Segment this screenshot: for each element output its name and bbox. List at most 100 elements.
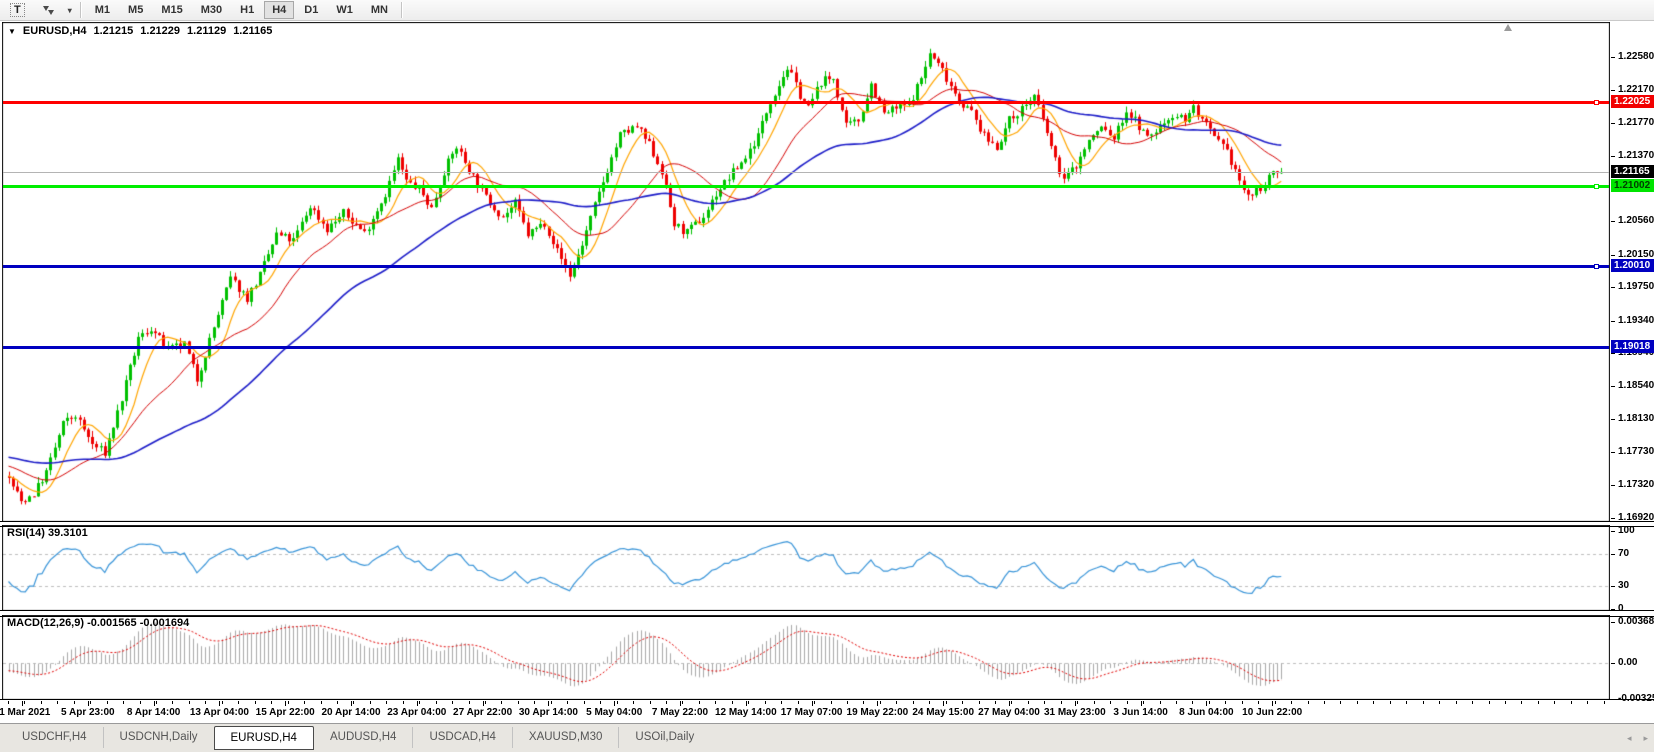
resistance-line[interactable] [3, 101, 1609, 105]
time-minor-tick [386, 701, 387, 704]
tab-scroll-left-icon[interactable]: ◂ [1626, 733, 1632, 743]
time-minor-tick [1472, 701, 1473, 704]
panel-splitter[interactable] [0, 521, 1654, 527]
macd-panel-canvas[interactable] [2, 615, 1610, 700]
rsi-panel-canvas[interactable] [2, 525, 1610, 611]
time-minor-tick [1340, 701, 1341, 704]
chart-high-value: 1.21229 [140, 25, 181, 37]
chart-menu-icon[interactable]: ▼ [8, 26, 16, 36]
time-minor-tick [337, 701, 338, 704]
time-minor-tick [650, 701, 651, 704]
rsi-value: 39.3101 [47, 527, 88, 539]
time-minor-tick [469, 701, 470, 704]
support-line-near-handle[interactable] [1594, 183, 1599, 189]
price-tick-label: 1.18130 [1610, 412, 1654, 426]
chart-symbol-period: EURUSD,H4 [22, 25, 87, 37]
symbols-tool-button[interactable] [34, 1, 63, 19]
time-minor-tick [1571, 701, 1572, 704]
time-minor-tick [699, 701, 700, 704]
chart-window: ▼ EURUSD,H4 1.21215 1.21229 1.21129 1.21… [0, 21, 1654, 723]
price-chart-canvas[interactable] [2, 22, 1610, 522]
timeframe-button-mn[interactable]: MN [363, 1, 396, 19]
time-minor-tick [551, 701, 552, 704]
price-tick-label: 1.17730 [1610, 445, 1654, 459]
time-axis-label: 13 Apr 04:00 [189, 707, 249, 718]
time-minor-tick [666, 701, 667, 704]
resistance-line-handle[interactable] [1594, 100, 1599, 106]
tab-scroll-right-icon[interactable]: ▸ [1643, 733, 1648, 743]
time-major-tick [614, 701, 615, 706]
rsi-indicator-label: RSI(14) 39.3101 [7, 527, 88, 539]
time-minor-tick [847, 701, 848, 704]
time-minor-tick [452, 701, 453, 704]
time-axis-label: 27 Apr 22:00 [453, 707, 513, 718]
chart-title: ▼ EURUSD,H4 1.21215 1.21229 1.21129 1.21… [8, 25, 272, 37]
support-line-far-price-badge: 1.19018 [1611, 340, 1654, 354]
panel-splitter[interactable] [0, 610, 1654, 617]
support-line-far[interactable] [3, 346, 1609, 350]
time-minor-tick [1604, 701, 1605, 704]
time-minor-tick [1209, 701, 1210, 704]
text-tool-button[interactable]: T [3, 1, 32, 19]
time-major-tick [219, 701, 220, 706]
timeframe-button-d1[interactable]: D1 [296, 1, 326, 19]
time-major-tick [1141, 701, 1142, 706]
time-minor-tick [205, 701, 206, 704]
time-minor-tick [24, 701, 25, 704]
time-minor-tick [1242, 701, 1243, 704]
timeframe-button-h4[interactable]: H4 [264, 1, 295, 19]
chart-shift-marker[interactable] [1504, 24, 1512, 31]
timeframe-button-m1[interactable]: M1 [87, 1, 118, 19]
time-minor-tick [1308, 701, 1309, 704]
support-line-near-price-badge: 1.21002 [1611, 178, 1654, 192]
panel-bottom-border [0, 699, 1654, 700]
time-minor-tick [1028, 701, 1029, 704]
support-line-mid[interactable] [3, 265, 1609, 269]
time-minor-tick [90, 701, 91, 704]
timeframe-button-m5[interactable]: M5 [120, 1, 151, 19]
timeframe-button-m15[interactable]: M15 [153, 1, 190, 19]
chart-tab-usdcad-h4[interactable]: USDCAD,H4 [412, 727, 511, 748]
time-minor-tick [123, 701, 124, 704]
price-tick-label: 1.21370 [1610, 149, 1654, 163]
time-minor-tick [1521, 701, 1522, 704]
chart-tab-usdchf-h4[interactable]: USDCHF,H4 [22, 731, 87, 743]
timeframe-button-m30[interactable]: M30 [193, 1, 230, 19]
toolbar: T ▾ M1 M5 M15 M30 H1 H4 D1 W1 MN [0, 0, 1654, 21]
chart-tab-eurusd-h4[interactable]: EURUSD,H4 [213, 726, 314, 750]
time-minor-tick [946, 701, 947, 704]
time-major-tick [1075, 701, 1076, 706]
time-axis-label: 10 Jun 22:00 [1242, 707, 1303, 718]
time-minor-tick [567, 701, 568, 704]
time-minor-tick [189, 701, 190, 704]
time-minor-tick [1587, 701, 1588, 704]
time-minor-tick [913, 701, 914, 704]
support-line-mid-price-badge: 1.20010 [1611, 259, 1654, 273]
chart-tab-xauusd-m30[interactable]: XAUUSD,M30 [511, 727, 619, 748]
price-tick-label: 1.19750 [1610, 280, 1654, 294]
time-minor-tick [962, 701, 963, 704]
time-minor-tick [814, 701, 815, 704]
time-major-tick [88, 701, 89, 706]
time-major-tick [746, 701, 747, 706]
time-minor-tick [1406, 701, 1407, 704]
time-minor-tick [1176, 701, 1177, 704]
symbols-dropdown-button[interactable]: ▾ [65, 1, 75, 19]
current-price-badge: 1.21165 [1611, 165, 1654, 179]
chart-tab-usdcnh-daily[interactable]: USDCNH,Daily [102, 727, 214, 748]
support-line-near[interactable] [3, 184, 1609, 188]
macd-name: MACD(12,26,9) [7, 617, 85, 629]
time-minor-tick [1044, 701, 1045, 704]
timeframe-button-h1[interactable]: H1 [232, 1, 262, 19]
time-minor-tick [1061, 701, 1062, 704]
time-major-tick [877, 701, 878, 706]
time-minor-tick [57, 701, 58, 704]
time-axis-label: 30 Apr 14:00 [518, 707, 578, 718]
chart-tab-usoil-daily[interactable]: USOil,Daily [618, 727, 710, 748]
time-major-tick [1272, 701, 1273, 706]
time-minor-tick [798, 701, 799, 704]
timeframe-button-w1[interactable]: W1 [328, 1, 361, 19]
support-line-mid-handle[interactable] [1594, 264, 1599, 270]
chart-tab-audusd-h4[interactable]: AUDUSD,H4 [329, 731, 397, 743]
time-major-tick [1009, 701, 1010, 706]
